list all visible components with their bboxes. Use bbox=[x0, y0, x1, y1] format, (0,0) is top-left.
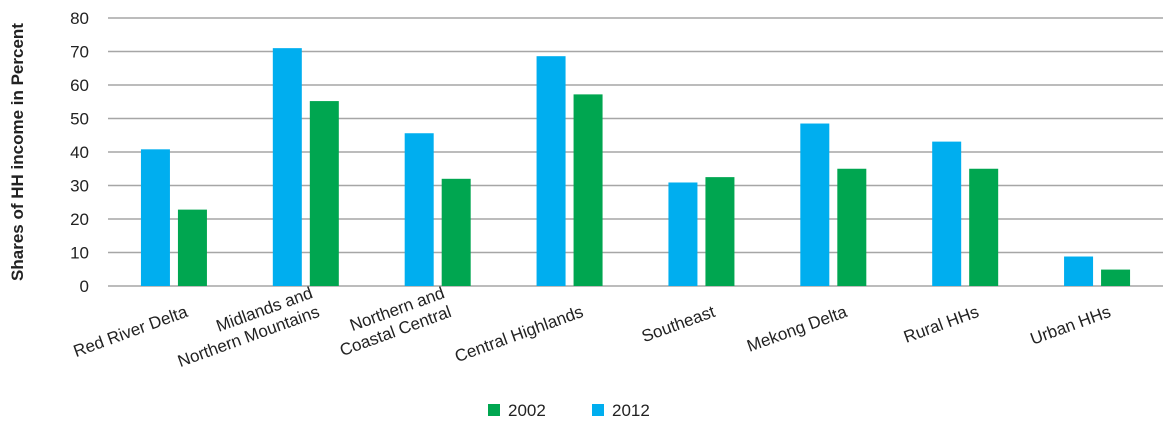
x-tick-label: Northern andCoastal Central bbox=[330, 283, 453, 360]
bar-2012 bbox=[668, 182, 698, 286]
y-tick-label: 0 bbox=[80, 277, 89, 296]
bar-2012 bbox=[140, 149, 170, 286]
x-tick-label: Rural HHs bbox=[901, 302, 981, 347]
x-tick-label: Mekong Delta bbox=[744, 302, 850, 356]
x-tick-label: Urban HHs bbox=[1028, 302, 1114, 349]
y-tick-label: 30 bbox=[70, 177, 89, 196]
y-tick-label: 20 bbox=[70, 210, 89, 229]
bar-2002 bbox=[969, 168, 999, 286]
legend-swatch-2002 bbox=[488, 404, 500, 416]
y-tick-label: 10 bbox=[70, 244, 89, 263]
bar-2002 bbox=[177, 209, 207, 286]
legend: 2002 2012 bbox=[488, 401, 650, 420]
x-tick-label: Midlands andNorthern Mountains bbox=[168, 283, 322, 371]
bar-2002 bbox=[573, 94, 603, 286]
legend-label-2002: 2002 bbox=[508, 401, 546, 420]
bar-2002 bbox=[705, 177, 735, 286]
bar-2012 bbox=[932, 141, 962, 286]
y-axis-ticks: 0 10 20 30 40 50 60 70 80 bbox=[70, 9, 89, 296]
bar-2012 bbox=[800, 123, 830, 287]
bar-2012 bbox=[404, 133, 434, 286]
y-tick-label: 50 bbox=[70, 110, 89, 129]
bars bbox=[140, 48, 1131, 287]
bar-2002 bbox=[1101, 269, 1131, 286]
y-axis-label: Shares of HH income in Percent bbox=[8, 23, 27, 281]
x-tick-label: Central Highlands bbox=[452, 302, 585, 366]
y-tick-label: 60 bbox=[70, 76, 89, 95]
bar-2012 bbox=[1064, 256, 1094, 286]
bar-2002 bbox=[837, 168, 867, 286]
y-tick-label: 40 bbox=[70, 143, 89, 162]
bar-2002 bbox=[441, 178, 471, 286]
legend-label-2012: 2012 bbox=[612, 401, 650, 420]
gridlines bbox=[108, 17, 1163, 287]
bar-2012 bbox=[536, 56, 566, 286]
bar-2012 bbox=[272, 48, 302, 287]
legend-swatch-2012 bbox=[592, 404, 604, 416]
x-axis-ticks: Red River Delta Midlands andNorthern Moun… bbox=[71, 283, 1113, 371]
x-tick-label: Red River Delta bbox=[71, 302, 191, 361]
y-tick-label: 70 bbox=[70, 43, 89, 62]
y-tick-label: 80 bbox=[70, 9, 89, 28]
x-tick-label: Southeast bbox=[639, 302, 718, 346]
bar-2002 bbox=[309, 101, 339, 286]
